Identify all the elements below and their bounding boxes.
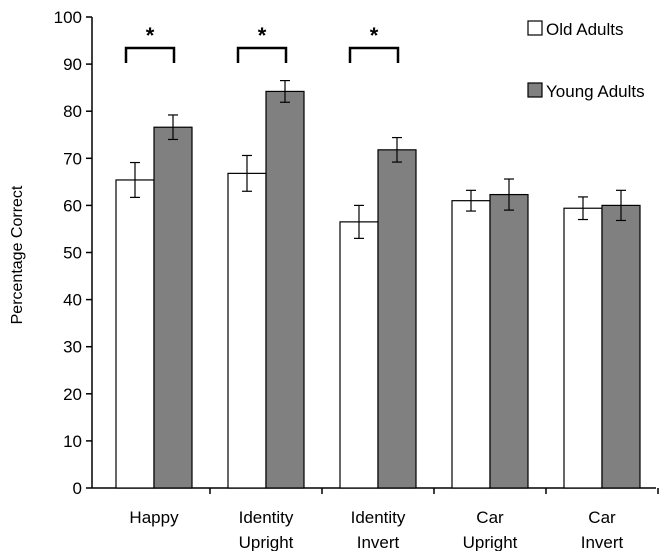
y-tick-label: 0 <box>73 479 82 498</box>
bar-old-adults <box>115 179 155 489</box>
bars <box>115 90 641 489</box>
legend-swatch-young-adults <box>527 82 543 98</box>
x-category-label: Car <box>588 508 616 527</box>
x-category-label: Happy <box>129 508 179 527</box>
significance-star: * <box>146 23 155 48</box>
legend: Old Adults Young Adults <box>527 20 645 101</box>
significance-bracket <box>124 46 176 63</box>
legend-label-young-adults: Young Adults <box>546 82 645 101</box>
error-bars <box>130 79 626 239</box>
bar-young-adults <box>265 90 305 489</box>
y-tick-label: 10 <box>63 432 82 451</box>
y-tick-label: 30 <box>63 338 82 357</box>
bar-old-adults <box>451 200 491 489</box>
legend-label-old-adults: Old Adults <box>546 20 624 39</box>
significance-markers: * * * <box>124 23 400 63</box>
x-category-label: Identity <box>351 508 406 527</box>
y-tick-label: 60 <box>63 196 82 215</box>
legend-swatch-old-adults <box>527 20 543 36</box>
x-category-label: Identity <box>239 508 294 527</box>
y-tick-label: 20 <box>63 385 82 404</box>
y-tick-label: 90 <box>63 55 82 74</box>
x-category-label: Car <box>476 508 504 527</box>
x-category-label: Invert <box>357 533 400 551</box>
y-tick-label: 100 <box>54 8 82 27</box>
bar-old-adults <box>227 172 267 489</box>
significance-bracket <box>236 46 288 63</box>
y-axis-label: Percentage Correct <box>9 185 26 324</box>
x-category-label: Invert <box>581 533 624 551</box>
y-tick-label: 80 <box>63 102 82 121</box>
y-tick-label: 70 <box>63 149 82 168</box>
bar-young-adults <box>377 149 417 489</box>
y-tick-label: 40 <box>63 291 82 310</box>
axes: 0 10 20 30 40 50 60 70 80 90 100 Happy Identity Uprig… <box>54 8 659 552</box>
y-tick-label: 50 <box>63 244 82 263</box>
significance-star: * <box>258 23 267 48</box>
significance-star: * <box>370 23 379 48</box>
x-category-label: Upright <box>463 533 518 551</box>
x-category-label: Upright <box>239 533 294 551</box>
bar-young-adults <box>153 126 193 489</box>
bar-young-adults <box>601 204 641 489</box>
significance-bracket <box>348 46 400 63</box>
bar-old-adults <box>339 221 379 489</box>
bar-young-adults <box>489 193 529 489</box>
bar-old-adults <box>563 207 603 489</box>
